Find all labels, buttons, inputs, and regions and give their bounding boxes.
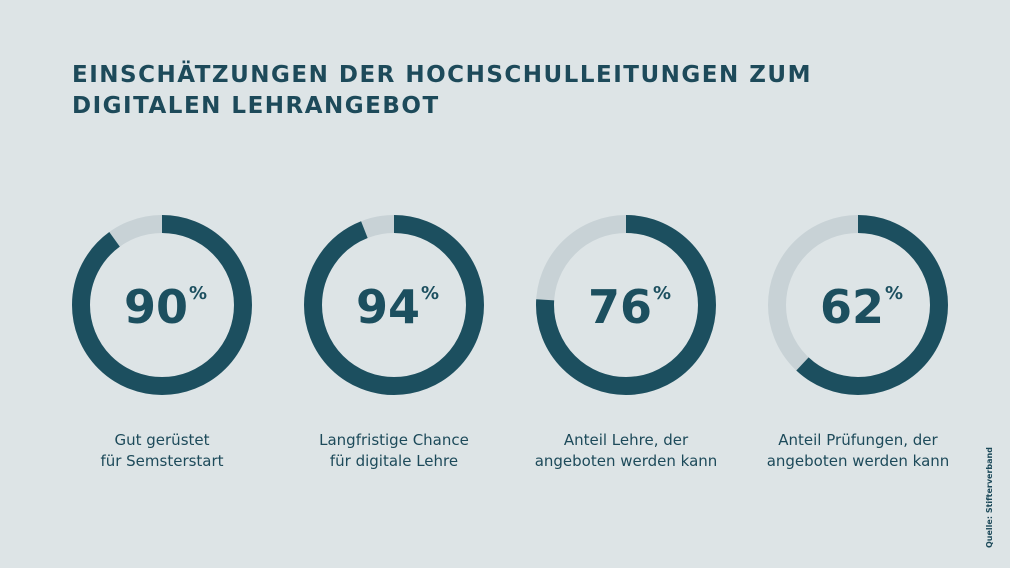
- donut-value-arc: [72, 215, 252, 395]
- donut-4: 62%: [768, 215, 948, 395]
- donut-value-arc: [768, 215, 948, 395]
- donut-unit-label: %: [189, 283, 207, 304]
- chart-title: EINSCHÄTZUNGEN DER HOCHSCHULLEITUNGEN ZU…: [72, 60, 812, 122]
- donut-caption: Gut gerüstet für Semsterstart: [46, 430, 278, 472]
- donut-value-label: 90: [124, 280, 188, 334]
- title-line-2: DIGITALEN LEHRANGEBOT: [72, 93, 440, 119]
- donut-2: 94%: [304, 215, 484, 395]
- caption-line: Anteil Lehre, der: [563, 431, 689, 449]
- source-note: Quelle: Stifterverband: [985, 447, 994, 548]
- donut-unit-label: %: [421, 283, 439, 304]
- donut-caption: Langfristige Chance für digitale Lehre: [278, 430, 510, 472]
- caption-line: angeboten werden kann: [766, 452, 950, 470]
- caption-line: Langfristige Chance: [319, 431, 469, 449]
- title-line-1: EINSCHÄTZUNGEN DER HOCHSCHULLEITUNGEN ZU…: [72, 62, 812, 88]
- donut-caption: Anteil Lehre, der angeboten werden kann: [510, 430, 742, 472]
- caption-line: Gut gerüstet: [114, 431, 210, 449]
- donut-value-arc: [304, 215, 484, 395]
- caption-line: für digitale Lehre: [329, 452, 459, 470]
- donut-value-label: 62: [820, 280, 884, 334]
- donut-caption: Anteil Prüfungen, der angeboten werden ka…: [742, 430, 974, 472]
- caption-line: für Semsterstart: [100, 452, 224, 470]
- donut-value-arc: [536, 215, 716, 395]
- donut-value-label: 76: [588, 280, 652, 334]
- caption-line: Anteil Prüfungen, der: [778, 431, 938, 449]
- donut-1: 90%: [72, 215, 252, 395]
- donut-unit-label: %: [653, 283, 671, 304]
- donut-3: 76%: [536, 215, 716, 395]
- caption-line: angeboten werden kann: [534, 452, 718, 470]
- donut-unit-label: %: [885, 283, 903, 304]
- donut-value-label: 94: [356, 280, 420, 334]
